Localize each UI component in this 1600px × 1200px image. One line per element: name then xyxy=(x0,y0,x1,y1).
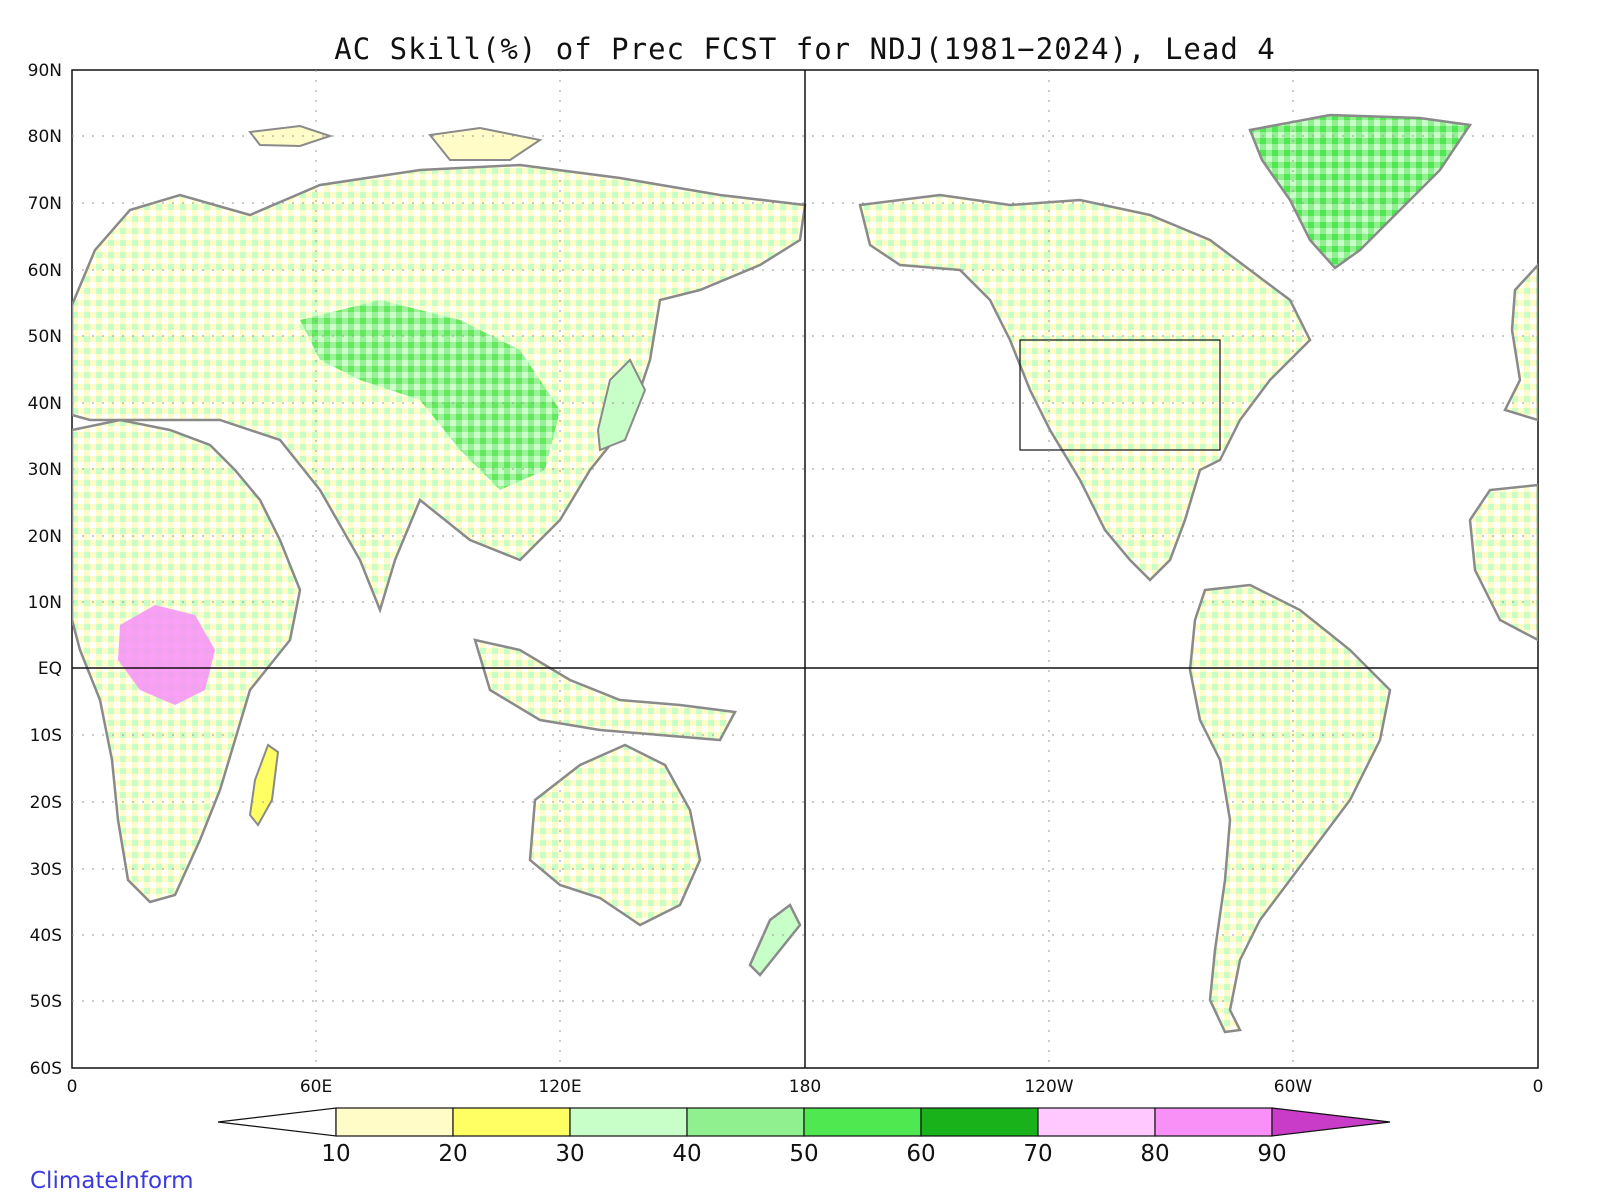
colorbar-tick-label: 20 xyxy=(438,1141,467,1167)
colorbar: 10 20 30 40 50 60 70 80 90 xyxy=(217,1107,1391,1167)
lon-tick-label: 60W xyxy=(1274,1077,1313,1097)
colorbar-segment xyxy=(452,1107,571,1137)
west-africa-edge-landmass xyxy=(1468,483,1538,642)
lon-tick-label: 60E xyxy=(300,1077,332,1097)
us-states-region xyxy=(1019,339,1221,451)
lat-tick-label: EQ xyxy=(38,659,62,679)
colorbar-tick-label: 40 xyxy=(672,1141,701,1167)
colorbar-high-arrow xyxy=(1271,1107,1391,1137)
lon-tick-label: 120E xyxy=(538,1077,581,1097)
lon-tick-label: 180 xyxy=(789,1077,821,1097)
lat-tick-label: 60N xyxy=(28,261,62,281)
colorbar-segment xyxy=(335,1107,454,1137)
lon-tick-label: 0 xyxy=(1533,1077,1544,1097)
japan-landmass xyxy=(596,358,647,452)
asia-green-region xyxy=(300,300,560,490)
lat-tick-label: 50S xyxy=(30,992,62,1012)
colorbar-segment xyxy=(803,1107,922,1137)
madagascar-landmass xyxy=(248,743,280,827)
lat-tick-label: 20N xyxy=(28,527,62,547)
lat-tick-label: 70N xyxy=(28,194,62,214)
colorbar-segment xyxy=(1037,1107,1156,1137)
south-america-landmass xyxy=(1188,583,1392,1034)
lat-tick-label: 30N xyxy=(28,460,62,480)
lat-axis: 90N 80N 70N 60N 50N 40N 30N 20N 10N EQ 1… xyxy=(28,61,62,1079)
lon-axis: 0 60E 120E 180 120W 60W 0 xyxy=(67,1077,1544,1097)
colorbar-tick-label: 80 xyxy=(1140,1141,1169,1167)
africa-high-skill-region xyxy=(118,605,215,705)
lat-tick-label: 10N xyxy=(28,593,62,613)
australia-landmass xyxy=(528,743,702,927)
svalbard-landmass xyxy=(248,124,334,148)
colorbar-segment xyxy=(920,1107,1039,1137)
colorbar-tick-label: 60 xyxy=(906,1141,935,1167)
lat-tick-label: 60S xyxy=(30,1059,62,1079)
maritime-asia-landmass xyxy=(473,638,737,742)
land-layer xyxy=(72,113,1538,1034)
lat-tick-label: 90N xyxy=(28,61,62,81)
map-title: AC Skill(%) of Prec FCST for NDJ(1981−20… xyxy=(334,32,1275,66)
lat-tick-label: 30S xyxy=(30,860,62,880)
west-europe-edge-landmass xyxy=(1503,263,1538,422)
colorbar-tick-label: 90 xyxy=(1257,1141,1286,1167)
gridlines xyxy=(72,70,1538,1068)
lat-tick-label: 20S xyxy=(30,793,62,813)
greenland-landmass xyxy=(1248,113,1473,270)
colorbar-tick-label: 50 xyxy=(789,1141,818,1167)
lat-tick-label: 10S xyxy=(30,726,62,746)
new-zealand-landmass xyxy=(748,903,802,977)
colorbar-low-arrow xyxy=(217,1107,337,1137)
lon-tick-label: 120W xyxy=(1024,1077,1073,1097)
lat-tick-label: 40S xyxy=(30,926,62,946)
colorbar-segment xyxy=(1154,1107,1273,1137)
north-america-landmass xyxy=(858,193,1312,582)
lat-tick-label: 50N xyxy=(28,327,62,347)
colorbar-segment xyxy=(686,1107,805,1137)
colorbar-tick-label: 70 xyxy=(1023,1141,1052,1167)
colorbar-tick-label: 10 xyxy=(321,1141,350,1167)
colorbar-tick-label: 30 xyxy=(555,1141,584,1167)
lon-tick-label: 0 xyxy=(67,1077,78,1097)
brand-label: ClimateInform xyxy=(30,1168,194,1194)
lat-tick-label: 40N xyxy=(28,394,62,414)
lat-tick-label: 80N xyxy=(28,127,62,147)
colorbar-segment xyxy=(569,1107,688,1137)
